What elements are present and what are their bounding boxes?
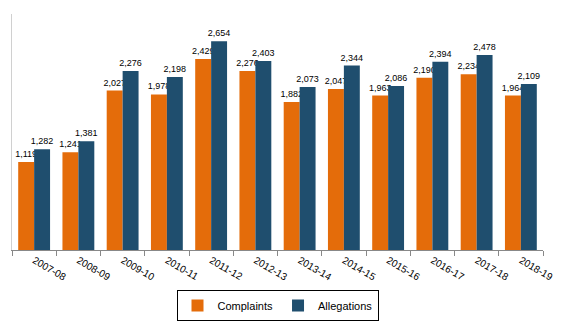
svg-text:2017-18: 2017-18: [473, 255, 511, 283]
svg-text:2,086: 2,086: [385, 73, 408, 83]
svg-text:2,073: 2,073: [296, 74, 319, 84]
svg-text:2014-15: 2014-15: [340, 255, 378, 283]
svg-text:1,119: 1,119: [15, 149, 37, 159]
svg-text:Complaints: Complaints: [218, 300, 274, 312]
svg-text:2013-14: 2013-14: [296, 255, 334, 283]
svg-text:1,963: 1,963: [369, 83, 392, 93]
svg-text:2,429: 2,429: [192, 46, 215, 56]
svg-text:2009-10: 2009-10: [119, 255, 157, 283]
svg-text:2,190: 2,190: [413, 65, 436, 75]
svg-text:1,241: 1,241: [59, 139, 82, 149]
svg-text:2,198: 2,198: [164, 64, 187, 74]
svg-text:1,882: 1,882: [280, 89, 303, 99]
svg-text:2,109: 2,109: [518, 71, 541, 81]
svg-text:2,276: 2,276: [119, 58, 142, 68]
svg-text:2,654: 2,654: [208, 28, 231, 38]
svg-text:2,234: 2,234: [457, 61, 480, 71]
svg-text:2,027: 2,027: [103, 78, 126, 88]
svg-text:2007-08: 2007-08: [31, 255, 69, 283]
svg-text:2,403: 2,403: [252, 48, 275, 58]
svg-text:1,381: 1,381: [75, 128, 98, 138]
svg-text:2,478: 2,478: [473, 42, 496, 52]
svg-text:2008-09: 2008-09: [75, 255, 113, 283]
svg-text:2018-19: 2018-19: [517, 255, 555, 283]
svg-text:1,964: 1,964: [502, 83, 525, 93]
svg-text:2,276: 2,276: [236, 58, 259, 68]
svg-text:2016-17: 2016-17: [429, 255, 467, 283]
svg-text:2012-13: 2012-13: [252, 255, 290, 283]
svg-text:2,394: 2,394: [429, 49, 452, 59]
svg-text:2010-11: 2010-11: [163, 255, 200, 283]
svg-text:2,344: 2,344: [341, 53, 364, 63]
svg-text:2011-12: 2011-12: [208, 255, 245, 283]
svg-text:2015-16: 2015-16: [385, 255, 423, 283]
svg-text:2,047: 2,047: [325, 76, 348, 86]
svg-text:1,282: 1,282: [31, 136, 54, 146]
svg-text:1,978: 1,978: [148, 81, 171, 91]
svg-text:Allegations: Allegations: [318, 300, 372, 312]
